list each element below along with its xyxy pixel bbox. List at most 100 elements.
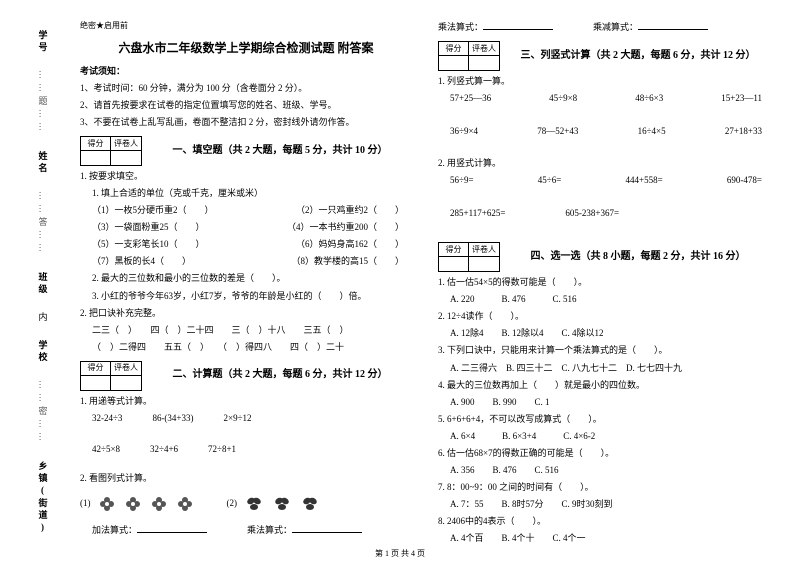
x7o: A. 7：55 B. 8时57分 C. 9时30刻到 — [438, 498, 770, 511]
v2e: 285+117+625= — [450, 207, 505, 220]
c1c: 2×9÷12 — [224, 412, 252, 425]
v2f: 605-238+367= — [565, 207, 619, 220]
side-xuexiao: 学校 — [37, 340, 50, 364]
x8o: A. 4个百 B. 4个十 C. 4个一 — [438, 532, 770, 545]
side-xiangzhen: 乡镇(街道) — [37, 461, 50, 535]
v1c: 48÷6×3 — [635, 92, 663, 105]
q1: 1. 按要求填空。 — [80, 170, 412, 183]
blank-4 — [638, 20, 708, 30]
q2b: （ ）二得四 五五（ ） （ ）得四八 四（ ）二十 — [80, 341, 412, 354]
c1d: 42÷5×8 — [92, 443, 120, 456]
c1f: 72÷8+1 — [208, 443, 236, 456]
x4o: A. 900 B. 990 C. 1 — [438, 396, 770, 409]
q1a8: （8）教学楼的高15（ ） — [291, 255, 404, 268]
q1a1: （1）一枚5分硬币重2（ ） — [92, 204, 214, 217]
eq-mul-label: 乘法算式： — [247, 525, 292, 535]
c1a: 32-24÷3 — [92, 412, 122, 425]
x6o: A. 356 B. 476 C. 516 — [438, 464, 770, 477]
q1a5: （5）一支彩笔长10（ ） — [92, 238, 205, 251]
side-dash-3: ……密…… — [37, 380, 50, 445]
x5o: A. 6×4 B. 6×3+4 C. 4×6-2 — [438, 430, 770, 443]
flower-icon — [175, 494, 195, 514]
x3o: A. 二三得六 B. 四三十二 C. 八九七十二 D. 七七四十九 — [438, 362, 770, 375]
binding-sidebar: 学号 ……题…… 姓名 ……答…… 班级 内 学校 ……密…… 乡镇(街道) — [18, 30, 68, 535]
v2b: 45÷6= — [538, 174, 562, 187]
eq-sub-label: 乘减算式： — [593, 22, 638, 32]
x2: 2. 12÷4读作（ ）。 — [438, 310, 770, 323]
q1a2: （2）一只鸡重约2（ ） — [296, 204, 404, 217]
section-1-title: 一、填空题（共 2 大题，每题 5 分，共计 10 分） — [148, 144, 412, 159]
leaf-icon — [271, 493, 293, 515]
eq-mul2-label: 乘法算式： — [438, 22, 483, 32]
v2c: 444+558= — [626, 174, 663, 187]
blank-3 — [483, 20, 553, 30]
c1: 1. 用递等式计算。 — [80, 395, 412, 408]
v1d: 15+23—11 — [721, 92, 762, 105]
x6: 6. 估一估68×7的得数正确的可能是（ ）。 — [438, 447, 770, 460]
score-label: 得分 — [81, 137, 111, 151]
c2: 2. 看图列式计算。 — [80, 472, 412, 485]
score-box-3: 得分评卷人 — [438, 41, 500, 71]
fig-label-2: (2) — [227, 497, 238, 510]
v2: 2. 用竖式计算。 — [438, 157, 770, 170]
q1c: 3. 小红的爷爷今年63岁，小红7岁，爷爷的年龄是小红的（ ）倍。 — [80, 290, 412, 303]
notice-3: 3、不要在试卷上乱写乱画，卷面不整洁扣 2 分，密封线外请勿作答。 — [80, 116, 412, 129]
score-box-1: 得分 评卷人 — [80, 136, 142, 166]
secret-label: 绝密★启用前 — [80, 20, 412, 32]
x3: 3. 下列口诀中，只能用来计算一个乘法算式的是（ ）。 — [438, 344, 770, 357]
fig-label-1: (1) — [80, 497, 91, 510]
v2a: 56÷9= — [450, 174, 474, 187]
side-banji: 班级 — [37, 272, 50, 296]
x8: 8. 2406中的4表示（ ）。 — [438, 515, 770, 528]
side-xingming: 姓名 — [37, 151, 50, 175]
v1b: 45÷9×8 — [549, 92, 577, 105]
flower-icon — [123, 494, 143, 514]
leaf-icon — [243, 493, 265, 515]
v2d: 690-478= — [727, 174, 762, 187]
notice-heading: 考试须知： — [80, 65, 412, 78]
v1g: 16÷4×5 — [638, 125, 666, 138]
c1b: 86-(34+33) — [152, 412, 193, 425]
flower-icon — [97, 494, 117, 514]
exam-title: 六盘水市二年级数学上学期综合检测试题 附答案 — [80, 40, 412, 57]
x7: 7. 8：00~9：00 之间的时间有（ ）。 — [438, 481, 770, 494]
blank-1 — [137, 523, 207, 533]
notice-1: 1、考试时间：60 分钟，满分为 100 分（含卷面分 2 分）。 — [80, 82, 412, 95]
side-dash-1: ……题…… — [37, 70, 50, 135]
blank-2 — [292, 523, 362, 533]
c1e: 32÷4+6 — [150, 443, 178, 456]
page-footer: 第 1 页 共 4 页 — [0, 548, 800, 559]
x2o: A. 12除4 B. 12除以4 C. 4除以12 — [438, 327, 770, 340]
score-box-4: 得分评卷人 — [438, 242, 500, 272]
x4: 4. 最大的三位数再加上（ ）就是最小的四位数。 — [438, 379, 770, 392]
q1a7: （7）黑板的长4（ ） — [92, 255, 191, 268]
x1o: A. 220 B. 476 C. 516 — [438, 293, 770, 306]
q1a3: （3）一袋面粉重25（ ） — [92, 221, 205, 234]
flower-icon — [149, 494, 169, 514]
q1a4: （4）一本书约重200（ ） — [287, 221, 404, 234]
figure-row: (1) (2) — [80, 493, 412, 515]
section-4-title: 四、选一选（共 8 小题，每题 2 分，共计 16 分） — [506, 250, 770, 265]
right-column: 乘法算式： 乘减算式： 得分评卷人 三、列竖式计算（共 2 大题，每题 6 分，… — [438, 20, 770, 545]
side-nei: 内 — [37, 312, 50, 324]
v1f: 78—52+43 — [537, 125, 578, 138]
q1a: 1. 填上合适的单位（克或千克，厘米或米） — [80, 187, 412, 200]
section-3-title: 三、列竖式计算（共 2 大题，每题 6 分，共计 12 分） — [506, 49, 770, 64]
q2a: 二三（ ） 四（ ）二十四 三（ ）十八 三五（ ） — [80, 324, 412, 337]
q2: 2. 把口诀补充完整。 — [80, 307, 412, 320]
section-2-title: 二、计算题（共 2 大题，每题 6 分，共计 12 分） — [148, 368, 412, 383]
x1: 1. 估一估54×5的得数可能是（ ）。 — [438, 276, 770, 289]
x5: 5. 6+6+6+4，不可以改写成算式（ ）。 — [438, 413, 770, 426]
notice-2: 2、请首先按要求在试卷的指定位置填写您的姓名、班级、学号。 — [80, 99, 412, 112]
q1b: 2. 最大的三位数和最小的三位数的差是（ ）。 — [80, 272, 412, 285]
q1a6: （6）妈妈身高162（ ） — [296, 238, 404, 251]
score-box-2: 得分评卷人 — [80, 361, 142, 391]
side-xuehao: 学号 — [37, 30, 50, 54]
v1: 1. 列竖式算一算。 — [438, 75, 770, 88]
v1e: 36÷9×4 — [450, 125, 478, 138]
eq-add-label: 加法算式： — [92, 525, 137, 535]
left-column: 绝密★启用前 六盘水市二年级数学上学期综合检测试题 附答案 考试须知： 1、考试… — [80, 20, 412, 545]
v1h: 27+18+33 — [725, 125, 762, 138]
leaf-icon — [299, 493, 321, 515]
v1a: 57+25—36 — [450, 92, 491, 105]
